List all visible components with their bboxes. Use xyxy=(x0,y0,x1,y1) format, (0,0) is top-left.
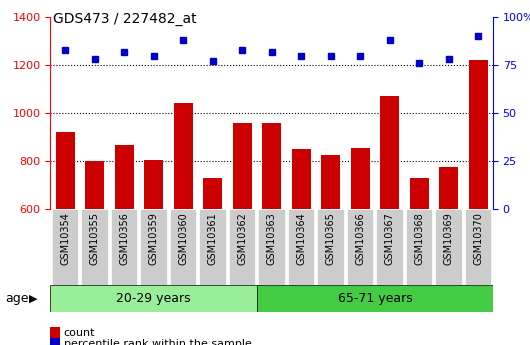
Text: GSM10370: GSM10370 xyxy=(473,212,483,265)
Bar xyxy=(288,209,314,285)
Bar xyxy=(350,148,370,209)
Text: GSM10369: GSM10369 xyxy=(444,212,454,265)
Bar xyxy=(410,178,429,209)
Bar xyxy=(435,209,462,285)
Text: GDS473 / 227482_at: GDS473 / 227482_at xyxy=(53,12,197,26)
Bar xyxy=(258,209,285,285)
Bar xyxy=(376,209,403,285)
Bar xyxy=(406,209,432,285)
Text: ▶: ▶ xyxy=(29,294,38,304)
Bar xyxy=(144,160,163,209)
Bar xyxy=(203,178,222,209)
Text: GSM10359: GSM10359 xyxy=(148,212,158,265)
Bar xyxy=(111,209,137,285)
Bar xyxy=(439,167,458,209)
Text: GSM10364: GSM10364 xyxy=(296,212,306,265)
Bar xyxy=(321,155,340,209)
Text: GSM10361: GSM10361 xyxy=(208,212,218,265)
Bar xyxy=(465,209,491,285)
Bar xyxy=(347,209,374,285)
Text: GSM10365: GSM10365 xyxy=(325,212,335,265)
Bar xyxy=(140,209,167,285)
Text: GSM10356: GSM10356 xyxy=(119,212,129,265)
Bar xyxy=(85,161,104,209)
Bar xyxy=(257,285,493,312)
Bar xyxy=(170,209,197,285)
Text: GSM10368: GSM10368 xyxy=(414,212,424,265)
Text: age: age xyxy=(5,292,29,305)
Text: GSM10363: GSM10363 xyxy=(267,212,277,265)
Text: percentile rank within the sample: percentile rank within the sample xyxy=(64,339,251,345)
Text: GSM10362: GSM10362 xyxy=(237,212,247,265)
Bar xyxy=(173,104,193,209)
Bar xyxy=(380,96,399,209)
Text: GSM10366: GSM10366 xyxy=(355,212,365,265)
Bar xyxy=(56,132,75,209)
Text: GSM10367: GSM10367 xyxy=(385,212,395,265)
Bar xyxy=(317,209,344,285)
Text: 20-29 years: 20-29 years xyxy=(116,292,191,305)
Bar xyxy=(81,209,108,285)
Bar xyxy=(52,209,78,285)
Bar xyxy=(469,60,488,209)
Bar xyxy=(50,285,257,312)
Bar xyxy=(292,149,311,209)
Bar xyxy=(262,122,281,209)
Bar xyxy=(114,145,134,209)
Text: GSM10355: GSM10355 xyxy=(90,212,100,265)
Text: GSM10360: GSM10360 xyxy=(178,212,188,265)
Bar xyxy=(229,209,255,285)
Bar xyxy=(233,123,252,209)
Text: 65-71 years: 65-71 years xyxy=(338,292,412,305)
Text: count: count xyxy=(64,328,95,337)
Bar xyxy=(199,209,226,285)
Text: GSM10354: GSM10354 xyxy=(60,212,70,265)
